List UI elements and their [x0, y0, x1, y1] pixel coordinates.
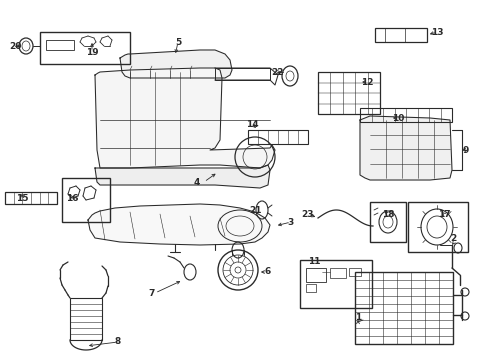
Text: 18: 18 — [381, 210, 393, 219]
Bar — [354, 272, 452, 344]
Bar — [247, 130, 307, 144]
Polygon shape — [95, 165, 269, 188]
Text: 12: 12 — [360, 77, 372, 86]
Text: 16: 16 — [65, 194, 78, 202]
Bar — [215, 68, 269, 80]
Bar — [359, 108, 451, 122]
Text: 10: 10 — [391, 113, 404, 122]
Bar — [299, 260, 371, 308]
Text: 23: 23 — [301, 210, 314, 219]
Bar — [70, 298, 102, 340]
Text: 20: 20 — [9, 41, 21, 50]
Text: 22: 22 — [270, 68, 283, 77]
Bar — [305, 284, 315, 292]
Text: 1: 1 — [354, 314, 360, 323]
Bar — [46, 40, 74, 50]
Polygon shape — [95, 68, 274, 168]
Bar — [317, 72, 379, 114]
Bar — [5, 192, 57, 204]
Text: 19: 19 — [85, 48, 98, 57]
Text: 21: 21 — [249, 206, 262, 215]
Text: 2: 2 — [449, 234, 455, 243]
Bar — [407, 202, 467, 252]
Text: 8: 8 — [115, 338, 121, 346]
Text: 4: 4 — [193, 177, 200, 186]
Bar — [374, 28, 426, 42]
Polygon shape — [359, 116, 451, 180]
Bar — [305, 268, 325, 282]
Text: 6: 6 — [264, 267, 270, 276]
Polygon shape — [120, 50, 231, 78]
Text: 15: 15 — [16, 194, 28, 202]
Bar — [40, 32, 130, 64]
Text: 14: 14 — [245, 120, 258, 129]
Text: 5: 5 — [175, 37, 181, 46]
Bar — [329, 268, 346, 278]
Text: 7: 7 — [148, 288, 155, 297]
Bar — [348, 268, 360, 276]
Text: 13: 13 — [430, 27, 442, 36]
Text: 3: 3 — [287, 217, 293, 226]
Text: 11: 11 — [307, 256, 320, 266]
Polygon shape — [88, 204, 269, 245]
Bar — [62, 178, 110, 222]
Text: 17: 17 — [437, 210, 449, 219]
Text: 9: 9 — [462, 145, 468, 154]
Bar — [369, 202, 405, 242]
